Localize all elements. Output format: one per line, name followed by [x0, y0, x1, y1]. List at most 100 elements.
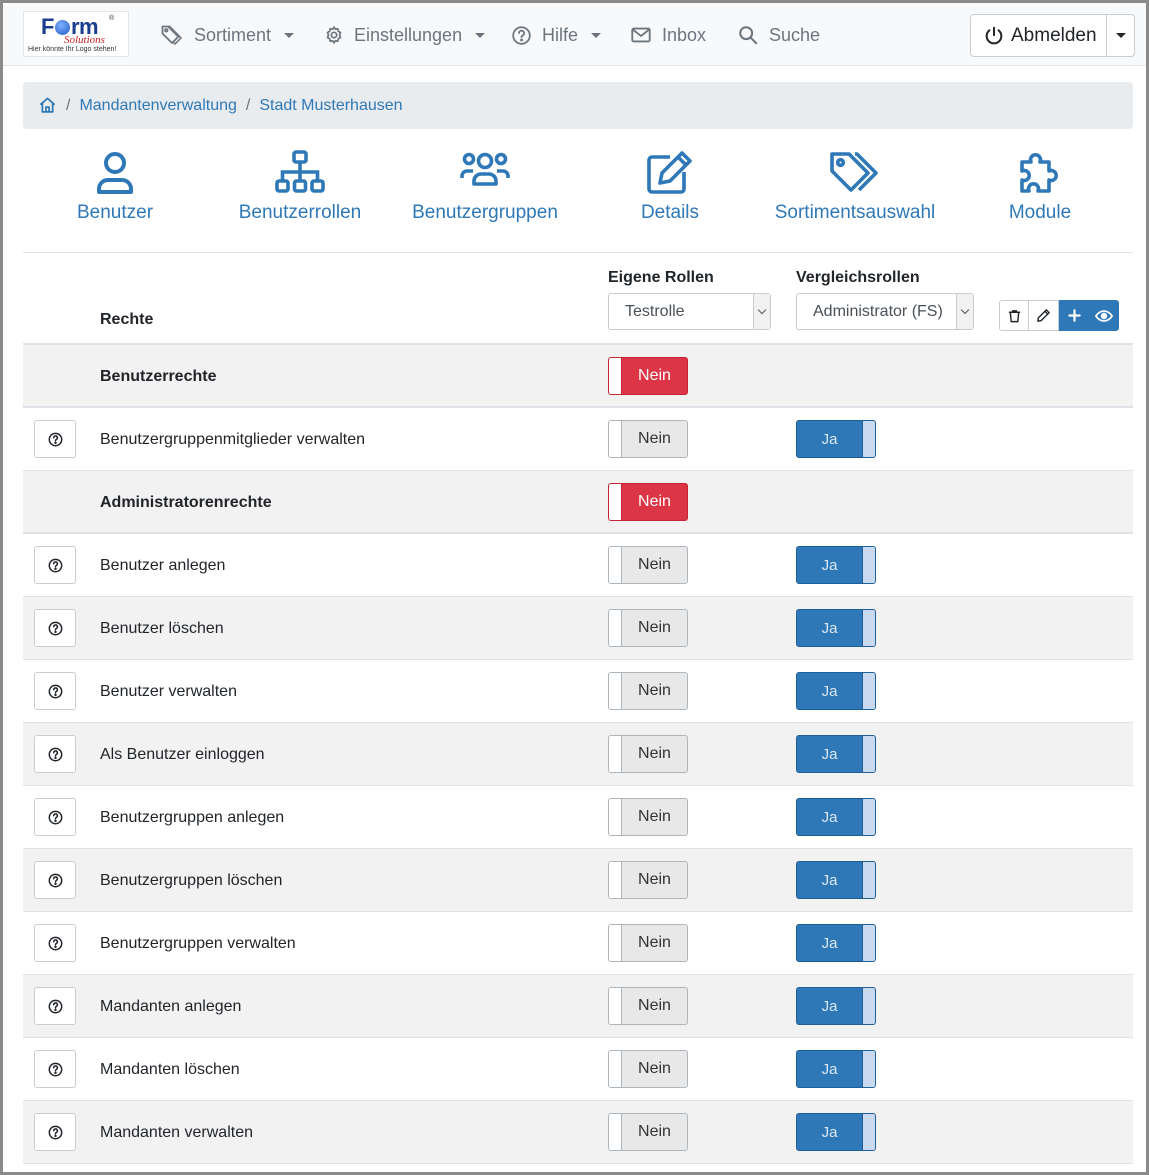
own-role-toggle[interactable]: Nein: [608, 798, 688, 836]
tile-benutzerrollen[interactable]: Benutzerrollen: [208, 150, 392, 230]
edit-role-button[interactable]: [1029, 300, 1059, 331]
toggle-knob: [862, 799, 875, 835]
table-row: Benutzer verwalten Nein Ja: [23, 660, 1133, 723]
toggle-knob: [862, 988, 875, 1024]
chevron-down-icon: [956, 294, 973, 329]
question-circle-icon: [48, 936, 62, 950]
nav-inbox[interactable]: Inbox: [630, 21, 706, 49]
add-role-button[interactable]: [1059, 300, 1089, 331]
home-icon[interactable]: [38, 96, 57, 115]
toggle-label: Nein: [638, 745, 671, 762]
own-role-toggle[interactable]: Nein: [608, 1113, 688, 1151]
help-button[interactable]: [34, 1050, 76, 1088]
compare-role-toggle[interactable]: Ja: [796, 672, 876, 710]
toggle-knob: [862, 610, 875, 646]
help-button[interactable]: [34, 987, 76, 1025]
view-role-button[interactable]: [1089, 300, 1119, 331]
table-row: Benutzer anlegen Nein Ja: [23, 534, 1133, 597]
nav-sortiment[interactable]: Sortiment: [160, 21, 295, 49]
nav-einstellungen[interactable]: Einstellungen: [324, 21, 486, 49]
own-role-toggle[interactable]: Nein: [608, 1050, 688, 1088]
question-circle-icon: [512, 25, 531, 45]
own-role-toggle[interactable]: Nein: [608, 924, 688, 962]
envelope-icon: [631, 27, 651, 43]
right-label: Benutzer anlegen: [100, 556, 226, 574]
toggle-label: Nein: [638, 808, 671, 825]
question-circle-icon: [48, 873, 62, 887]
nav-suche[interactable]: Suche: [737, 21, 820, 49]
own-role-toggle[interactable]: Nein: [608, 735, 688, 773]
own-role-toggle[interactable]: Nein: [608, 861, 688, 899]
question-circle-icon: [48, 999, 62, 1013]
toggle-knob: [609, 358, 622, 394]
tile-benutzer[interactable]: Benutzer: [23, 150, 207, 230]
tile-sortimentsauswahl[interactable]: Sortimentsauswahl: [763, 150, 947, 230]
right-label: Mandanten löschen: [100, 1060, 240, 1078]
toggle-label: Ja: [821, 934, 838, 952]
compare-role-toggle[interactable]: Ja: [796, 1050, 876, 1088]
question-circle-icon: [48, 684, 62, 698]
compare-role-toggle[interactable]: Ja: [796, 861, 876, 899]
own-role-toggle[interactable]: Nein: [608, 672, 688, 710]
eigene-rollen-select[interactable]: Testrolle: [608, 293, 771, 330]
compare-role-toggle[interactable]: Ja: [796, 420, 876, 458]
compare-role-toggle[interactable]: Ja: [796, 987, 876, 1025]
own-role-toggle[interactable]: Nein: [608, 546, 688, 584]
own-role-toggle[interactable]: Nein: [608, 987, 688, 1025]
delete-role-button[interactable]: [999, 300, 1029, 331]
pencil-icon: [1037, 309, 1050, 322]
own-role-toggle[interactable]: Nein: [608, 420, 688, 458]
section-row: Benutzerrechte Nein: [23, 345, 1133, 408]
toggle-label: Ja: [821, 682, 838, 700]
compare-role-toggle[interactable]: Ja: [796, 1113, 876, 1151]
section-toggle[interactable]: Nein: [608, 483, 688, 521]
vergleichsrollen-select[interactable]: Administrator (FS): [796, 293, 974, 330]
right-label: Benutzer löschen: [100, 619, 224, 637]
table-row: Benutzergruppen verwalten Nein Ja: [23, 912, 1133, 975]
power-icon: [985, 26, 1003, 44]
tile-module[interactable]: Module: [948, 150, 1132, 230]
right-label: Benutzergruppen anlegen: [100, 808, 285, 826]
toggle-knob: [609, 547, 622, 583]
tile-benutzergruppen[interactable]: Benutzergruppen: [393, 150, 577, 230]
question-circle-icon: [48, 621, 62, 635]
table-header-divider: [23, 343, 1133, 345]
toggle-knob: [862, 736, 875, 772]
tile-details[interactable]: Details: [578, 150, 762, 230]
compare-role-toggle[interactable]: Ja: [796, 798, 876, 836]
help-button[interactable]: [34, 672, 76, 710]
own-role-toggle[interactable]: Nein: [608, 609, 688, 647]
help-button[interactable]: [34, 861, 76, 899]
right-label: Benutzergruppenmitglieder verwalten: [100, 430, 366, 448]
section-toggle[interactable]: Nein: [608, 357, 688, 395]
help-button[interactable]: [34, 546, 76, 584]
table-row: Benutzergruppenmitglieder verwalten Nein J…: [23, 408, 1133, 471]
toggle-knob: [609, 484, 622, 520]
breadcrumb-stadt-musterhausen[interactable]: Stadt Musterhausen: [259, 96, 403, 114]
right-label: Benutzer verwalten: [100, 682, 237, 700]
user-icon: [97, 152, 133, 194]
tag-icon: [161, 25, 182, 45]
toggle-knob: [609, 1051, 622, 1087]
help-button[interactable]: [34, 798, 76, 836]
help-button[interactable]: [34, 735, 76, 773]
logout-dropdown-toggle[interactable]: [1106, 15, 1134, 56]
help-button[interactable]: [34, 609, 76, 647]
breadcrumb-mandantenverwaltung[interactable]: Mandantenverwaltung: [79, 96, 237, 114]
compare-role-toggle[interactable]: Ja: [796, 735, 876, 773]
help-button[interactable]: [34, 1113, 76, 1151]
nav-hilfe[interactable]: Hilfe: [511, 21, 602, 49]
compare-role-toggle[interactable]: Ja: [796, 609, 876, 647]
toggle-knob: [609, 736, 622, 772]
toggle-label: Nein: [638, 619, 671, 636]
compare-role-toggle[interactable]: Ja: [796, 546, 876, 584]
section-label: Administratorenrechte: [100, 493, 272, 511]
help-button[interactable]: [34, 924, 76, 962]
help-button[interactable]: [34, 420, 76, 458]
compare-role-toggle[interactable]: Ja: [796, 924, 876, 962]
toggle-label: Ja: [821, 619, 838, 637]
role-action-group: [999, 300, 1119, 331]
logout-button[interactable]: Abmelden: [971, 15, 1106, 56]
